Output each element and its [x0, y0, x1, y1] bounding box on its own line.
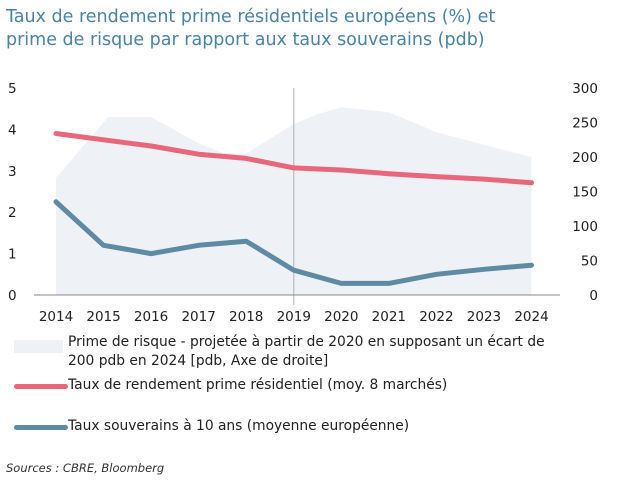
x-tick-label: 2021 [372, 309, 406, 325]
x-tick-label: 2016 [134, 309, 168, 325]
x-tick-label: 2015 [86, 309, 120, 325]
y-right-tick-label: 100 [572, 219, 598, 235]
legend-swatch-sovereign [14, 425, 68, 430]
y-right-tick-label: 300 [572, 81, 598, 97]
x-tick-label: 2020 [324, 309, 358, 325]
y-left-tick-label: 3 [8, 164, 17, 180]
y-right-tick-label: 150 [572, 185, 598, 201]
legend-swatch-risk-premium [14, 340, 63, 353]
sovereign-line [53, 199, 534, 286]
legend-label-risk-premium: Prime de risque - projetée à partir de 2… [68, 333, 545, 371]
legend-label-risk-premium-line-1: Prime de risque - projetée à partir de 2… [68, 334, 545, 350]
line-layer [53, 131, 534, 286]
prime-yield-line [53, 131, 534, 186]
x-tick-label: 2022 [419, 309, 453, 325]
y-left-tick-label: 0 [8, 288, 17, 304]
x-tick-label: 2014 [39, 309, 73, 325]
x-tick-label: 2017 [181, 309, 215, 325]
y-right-tick-label: 0 [589, 288, 598, 304]
legend-label-sovereign: Taux souverains à 10 ans (moyenne europé… [68, 418, 410, 434]
y-left-tick-label: 5 [8, 81, 17, 97]
x-tick-label: 2018 [229, 309, 263, 325]
y-right-tick-label: 250 [572, 116, 598, 132]
chart-title: Taux de rendement prime résidentiels eur… [6, 6, 612, 52]
source-note: Sources : CBRE, Bloomberg [6, 461, 165, 475]
y-left-tick-label: 1 [8, 247, 17, 263]
x-tick-label: 2019 [277, 309, 311, 325]
y-left-tick-label: 2 [8, 205, 17, 221]
chart-title-line-1: Taux de rendement prime résidentiels eur… [6, 7, 496, 27]
legend-label-prime-yield: Taux de rendement prime résidentiel (moy… [68, 377, 448, 393]
y-left-tick-label: 4 [8, 122, 17, 138]
y-right-tick-label: 200 [572, 150, 598, 166]
x-tick-label: 2024 [514, 309, 548, 325]
y-right-tick-label: 50 [581, 254, 598, 270]
legend-swatch-prime-yield [14, 384, 68, 389]
x-tick-label: 2023 [467, 309, 501, 325]
chart-title-line-2: prime de risque par rapport aux taux sou… [6, 30, 485, 50]
legend-label-risk-premium-line-2: 200 pdb en 2024 [pdb, Axe de droite] [68, 353, 329, 369]
